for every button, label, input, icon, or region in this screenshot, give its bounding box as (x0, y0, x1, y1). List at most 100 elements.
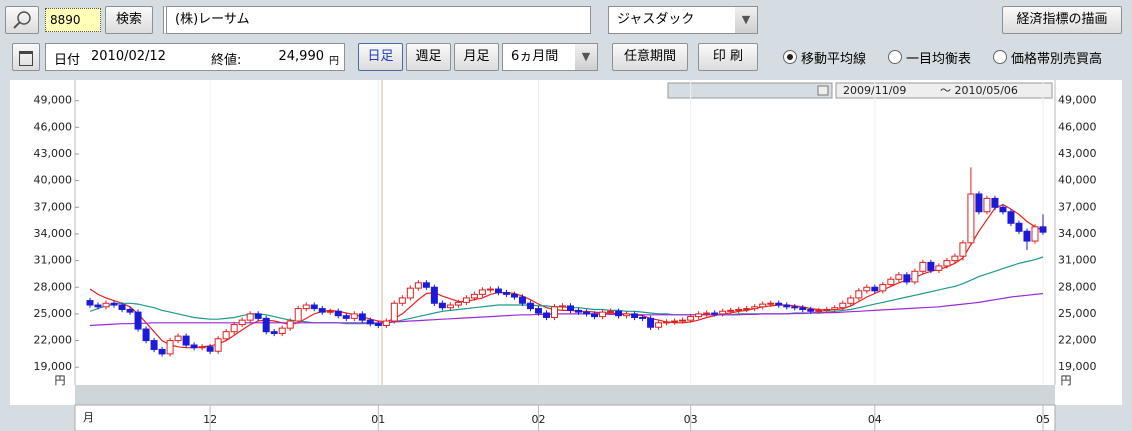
candle-body (847, 297, 855, 304)
candle-body (254, 313, 262, 319)
candle-body (446, 304, 454, 309)
y-tick-label: 34,000 (1058, 227, 1097, 240)
candle-body (863, 286, 871, 292)
candle-body (174, 335, 182, 342)
indicator-button[interactable]: 経済指標の描画 (1002, 6, 1122, 34)
overlay-label: 移動平均線 (801, 52, 867, 67)
candle-body (198, 346, 206, 349)
candle-body (270, 331, 278, 334)
candle-body (871, 286, 879, 292)
y-tick-label: 25,000 (34, 307, 73, 320)
radio[interactable] (783, 50, 797, 64)
range-bar-button (817, 85, 829, 96)
candle-body (1023, 230, 1031, 242)
candle-body (903, 274, 911, 283)
custom-range-button[interactable]: 任意期間 (612, 43, 688, 71)
candle-body (438, 302, 446, 309)
close-label: 終値: (211, 53, 242, 68)
candle-body (278, 327, 286, 334)
candle-body (334, 310, 342, 317)
candle-body (647, 317, 655, 328)
candle-body (799, 307, 807, 310)
candle-body (134, 311, 142, 330)
candle-body (294, 308, 302, 322)
candle-body (302, 304, 310, 310)
candle-body (615, 310, 623, 317)
moving-average (89, 292, 1044, 327)
y-tick-label: 28,000 (34, 280, 73, 293)
candle-body (238, 319, 246, 326)
y-tick-label: 31,000 (1058, 254, 1097, 267)
candle-body (518, 296, 526, 304)
y-tick-label: 31,000 (34, 254, 73, 267)
candle-body (983, 197, 991, 213)
candle-body (382, 320, 390, 326)
x-tick-label: 12 (203, 413, 217, 426)
code-input[interactable]: 8890 (45, 8, 101, 32)
period-button[interactable]: 月足 (454, 43, 499, 71)
date-label: 日付 (54, 53, 81, 68)
print-button[interactable]: 印 刷 (698, 43, 758, 71)
candle-body (943, 260, 951, 267)
window-button[interactable] (12, 43, 40, 71)
candle-body (575, 309, 583, 313)
candle-body (775, 302, 783, 306)
x-tick-label: 03 (684, 413, 698, 426)
candle-body (927, 261, 935, 271)
candle-body (158, 348, 166, 355)
radio[interactable] (888, 50, 902, 64)
scroll-strip (75, 385, 1055, 405)
candle-body (558, 305, 566, 308)
candle-body (542, 312, 550, 318)
candle-body (318, 308, 326, 313)
candle-body (967, 193, 975, 244)
candle-body (687, 316, 695, 321)
range-box (835, 82, 1053, 99)
y-tick-label: 22,000 (1058, 334, 1097, 347)
y-tick-label: 46,000 (34, 120, 73, 133)
candle-body (286, 320, 294, 329)
market-select[interactable]: ジャスダック ▼ (608, 6, 758, 34)
candle-body (358, 313, 366, 321)
candle-body (711, 312, 719, 315)
candle-body (430, 286, 438, 304)
window-icon (19, 51, 33, 66)
radio[interactable] (993, 50, 1007, 64)
candle-body (190, 344, 198, 349)
chart-bg (10, 80, 1122, 405)
y-tick-label: 37,000 (34, 200, 73, 213)
candle-body (222, 331, 230, 340)
candle-body (1039, 226, 1047, 233)
candle-body (230, 324, 238, 333)
candle-body (783, 304, 791, 308)
candle-body (166, 340, 174, 355)
range-select[interactable]: 6ヵ月間 ▼ (502, 43, 598, 71)
y-tick-label: 40,000 (1058, 174, 1097, 187)
candle-body (879, 284, 887, 292)
period-button[interactable]: 週足 (406, 43, 451, 71)
quote-box: 日付 2010/02/12 終値: 24,990 円 (45, 43, 345, 71)
candle-body (1007, 211, 1015, 224)
x-axis-bg (74, 404, 1056, 431)
candle-body (550, 306, 558, 318)
y-tick-label: 19,000 (34, 360, 73, 373)
range-bar (667, 82, 833, 99)
search-icon[interactable] (5, 6, 39, 34)
candle-body (478, 289, 486, 295)
x-tick-label: 02 (531, 413, 545, 426)
search-button[interactable]: 検索 (105, 6, 153, 34)
candle-body (583, 311, 591, 315)
candle-body (831, 307, 839, 310)
candle-body (494, 288, 502, 294)
candle-body (975, 193, 983, 213)
radio-dot (787, 54, 793, 60)
x-unit: 月 (83, 411, 94, 424)
dropdown-arrow: ▼ (575, 44, 597, 70)
overlay-label: 一目均衡表 (906, 52, 972, 67)
candle-body (510, 293, 518, 298)
y-tick-label: 34,000 (34, 227, 73, 240)
candle-body (182, 335, 190, 346)
candle-body (935, 265, 943, 271)
period-button[interactable]: 日足 (358, 43, 403, 71)
candle-body (663, 321, 671, 324)
